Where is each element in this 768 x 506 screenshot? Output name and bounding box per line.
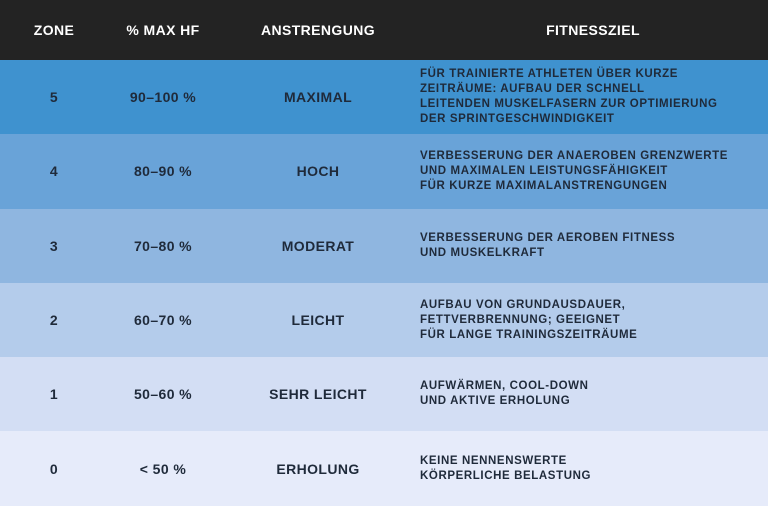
zone-number: 1 [49, 386, 59, 403]
fitness-goal-line: UND MAXIMALEN LEISTUNGSFÄHIGKEIT [420, 164, 668, 177]
effort-level: LEICHT [291, 312, 345, 329]
fitness-goal-line: LEITENDEN MUSKELFASERN ZUR OPTIMIERUNG [420, 98, 718, 111]
table-row-zone-4: 4 80–90 % HOCH VERBESSERUNG DER ANAEROBE… [0, 134, 768, 209]
table-row-zone-2: 2 60–70 % LEICHT AUFBAU VON GRUNDAUSDAUE… [0, 282, 768, 358]
zone-number: 4 [49, 163, 59, 180]
fitness-goal-line: ZEITRÄUME: AUFBAU DER SCHNELL [420, 83, 645, 96]
zone-number: 3 [49, 237, 59, 254]
fitness-goal-line: KEINE NENNENSWERTE [420, 454, 567, 467]
header-zone: ZONE [33, 22, 75, 38]
fitness-goal: KEINE NENNENSWERTE KÖRPERLICHE BELASTUNG [418, 454, 768, 484]
max-hf-range: 80–90 % [133, 163, 193, 180]
table-header: ZONE % MAX HF ANSTRENGUNG FITNESSZIEL [0, 0, 768, 60]
fitness-goal-line: FETTVERBRENNUNG; GEEIGNET [420, 313, 621, 326]
effort-level: HOCH [296, 163, 340, 180]
table-row-zone-5: 5 90–100 % MAXIMAL FÜR TRAINIERTE ATHLET… [0, 60, 768, 135]
fitness-goal-line: FÜR TRAINIERTE ATHLETEN ÜBER KURZE [420, 68, 679, 81]
header-max-hf: % MAX HF [126, 22, 200, 38]
max-hf-range: 50–60 % [133, 386, 193, 403]
fitness-goal-line: AUFBAU VON GRUNDAUSDAUER, [420, 298, 626, 311]
header-effort: ANSTRENGUNG [260, 22, 376, 38]
zone-number: 0 [49, 460, 59, 477]
fitness-goal-line: FÜR KURZE MAXIMALANSTRENGUNGEN [420, 179, 668, 192]
fitness-goal: VERBESSERUNG DER ANAEROBEN GRENZWERTE UN… [418, 149, 768, 194]
fitness-goal-line: UND MUSKELKRAFT [420, 246, 545, 259]
max-hf-range: 90–100 % [129, 89, 197, 106]
fitness-goal-line: VERBESSERUNG DER ANAEROBEN GRENZWERTE [420, 149, 729, 162]
fitness-goal-line: FÜR LANGE TRAININGSZEITRÄUME [420, 328, 638, 341]
fitness-goal-line: AUFWÄRMEN, COOL-DOWN [420, 380, 589, 393]
max-hf-range: < 50 % [139, 460, 187, 477]
zone-number: 5 [49, 89, 59, 106]
table-row-zone-0: 0 < 50 % ERHOLUNG KEINE NENNENSWERTE KÖR… [0, 431, 768, 506]
max-hf-range: 70–80 % [133, 237, 193, 254]
fitness-goal-line: UND AKTIVE ERHOLUNG [420, 395, 571, 408]
fitness-goal: VERBESSERUNG DER AEROBEN FITNESS UND MUS… [418, 231, 768, 261]
fitness-goal-line: KÖRPERLICHE BELASTUNG [420, 469, 592, 482]
header-fitness-goal: FITNESSZIEL [546, 22, 640, 38]
fitness-goal-line: DER SPRINTGESCHWINDIGKEIT [420, 113, 615, 126]
max-hf-range: 60–70 % [133, 312, 193, 329]
table-row-zone-1: 1 50–60 % SEHR LEICHT AUFWÄRMEN, COOL-DO… [0, 357, 768, 432]
table-row-zone-3: 3 70–80 % MODERAT VERBESSERUNG DER AEROB… [0, 208, 768, 283]
fitness-goal: FÜR TRAINIERTE ATHLETEN ÜBER KURZE ZEITR… [418, 67, 768, 127]
zone-number: 2 [49, 312, 59, 329]
fitness-goal: AUFWÄRMEN, COOL-DOWN UND AKTIVE ERHOLUNG [418, 379, 768, 409]
effort-level: ERHOLUNG [276, 460, 360, 477]
fitness-goal: AUFBAU VON GRUNDAUSDAUER, FETTVERBRENNUN… [418, 298, 768, 343]
effort-level: SEHR LEICHT [269, 386, 367, 403]
effort-level: MAXIMAL [283, 89, 353, 106]
effort-level: MODERAT [281, 237, 355, 254]
fitness-goal-line: VERBESSERUNG DER AEROBEN FITNESS [420, 231, 676, 244]
